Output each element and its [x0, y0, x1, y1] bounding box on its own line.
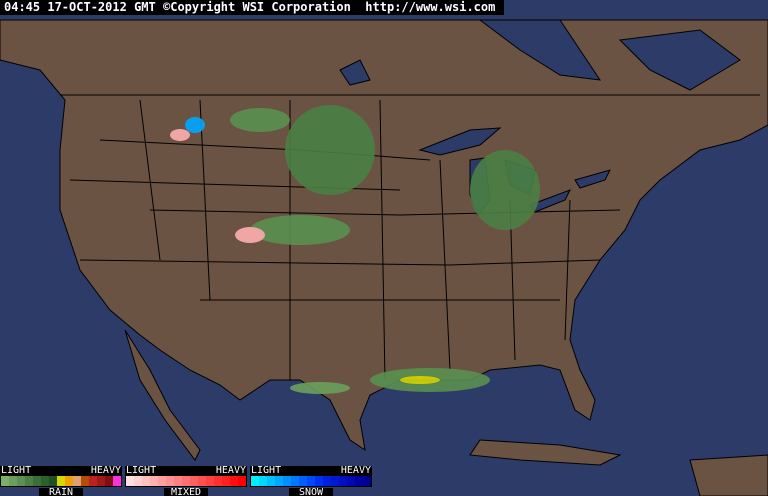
legend-swatch	[190, 476, 198, 486]
time: 04:45	[4, 0, 41, 14]
legend-swatch	[206, 476, 214, 486]
legend-swatch	[174, 476, 182, 486]
legend-swatch	[230, 476, 238, 486]
legend-swatch	[166, 476, 174, 486]
legend-swatch	[259, 476, 267, 486]
legend-swatch	[363, 476, 371, 486]
legend-high: HEAVY	[90, 465, 121, 476]
legend-swatch	[97, 476, 105, 486]
legend-label: MIXED	[164, 488, 208, 496]
legend-swatch	[347, 476, 355, 486]
legend-swatch	[198, 476, 206, 486]
legend-swatch	[33, 476, 41, 486]
date: 17-OCT-2012	[47, 0, 127, 14]
legend-swatch	[315, 476, 323, 486]
legend-swatch	[73, 476, 81, 486]
legend-swatch	[105, 476, 113, 486]
legend-color-bar	[250, 475, 372, 487]
legend-swatch	[25, 476, 33, 486]
legend-swatch	[251, 476, 259, 486]
legend-swatch	[158, 476, 166, 486]
land	[0, 19, 768, 496]
legend-swatch	[291, 476, 299, 486]
timezone: GMT	[134, 0, 156, 14]
legend-swatch	[81, 476, 89, 486]
legend-swatch	[89, 476, 97, 486]
legend-high: HEAVY	[215, 465, 246, 476]
legend-swatch	[222, 476, 230, 486]
legend-swatch	[113, 476, 121, 486]
legend-swatch	[355, 476, 363, 486]
legend-swatch	[41, 476, 49, 486]
legend-swatch	[150, 476, 158, 486]
legend-swatch	[1, 476, 9, 486]
legend-snow: LIGHT HEAVY SNOW	[250, 466, 372, 496]
legend-swatch	[65, 476, 73, 486]
legend-swatch	[267, 476, 275, 486]
legend-swatch	[283, 476, 291, 486]
legend-swatch	[126, 476, 134, 486]
legend-swatch	[214, 476, 222, 486]
legend-swatch	[238, 476, 246, 486]
legend-label: RAIN	[39, 488, 83, 496]
legend-swatch	[307, 476, 315, 486]
legend-high: HEAVY	[340, 465, 371, 476]
header-bar: 04:45 17-OCT-2012 GMT ©Copyright WSI Cor…	[0, 0, 504, 15]
legend-swatch	[331, 476, 339, 486]
legend-label: SNOW	[289, 488, 333, 496]
legend-swatch	[339, 476, 347, 486]
legend-swatch	[142, 476, 150, 486]
legend-rain: LIGHT HEAVY RAIN	[0, 466, 122, 496]
precipitation	[170, 105, 540, 394]
legend-low: LIGHT	[251, 465, 282, 476]
legend-color-bar	[0, 475, 122, 487]
url-link[interactable]: http://www.wsi.com	[365, 0, 496, 14]
copyright: ©Copyright WSI Corporation	[163, 0, 351, 14]
legend-color-bar	[125, 475, 247, 487]
legend-swatch	[49, 476, 57, 486]
legend-swatch	[134, 476, 142, 486]
legend-low: LIGHT	[126, 465, 157, 476]
legend-swatch	[275, 476, 283, 486]
legend-mixed: LIGHT HEAVY MIXED	[125, 466, 247, 496]
legend-swatch	[323, 476, 331, 486]
legend-swatch	[57, 476, 65, 486]
legend-low: LIGHT	[1, 465, 32, 476]
legend-swatch	[299, 476, 307, 486]
legend-swatch	[17, 476, 25, 486]
legend-swatch	[182, 476, 190, 486]
legend-swatch	[9, 476, 17, 486]
